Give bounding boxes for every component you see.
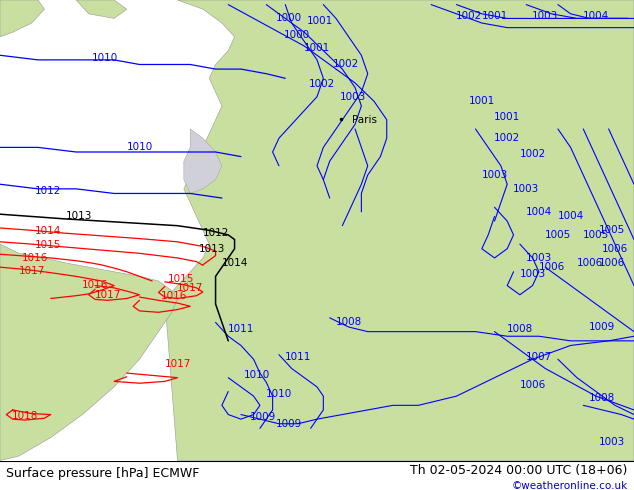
Text: 1002: 1002 — [494, 133, 521, 143]
Polygon shape — [76, 0, 127, 19]
Text: 1004: 1004 — [526, 207, 552, 217]
Polygon shape — [165, 0, 634, 461]
Text: 1006: 1006 — [598, 258, 625, 268]
Text: Th 02-05-2024 00:00 UTC (18+06): Th 02-05-2024 00:00 UTC (18+06) — [410, 465, 628, 477]
Text: 1003: 1003 — [526, 253, 552, 263]
Text: 1014: 1014 — [34, 226, 61, 236]
Text: 1003: 1003 — [519, 269, 546, 279]
Text: 1016: 1016 — [22, 253, 48, 263]
Text: 1002: 1002 — [519, 149, 546, 159]
Text: 1005: 1005 — [583, 230, 609, 240]
Text: 1010: 1010 — [243, 370, 270, 380]
Text: 1015: 1015 — [34, 240, 61, 250]
Text: 1001: 1001 — [469, 97, 495, 106]
Text: 1003: 1003 — [598, 437, 625, 447]
Text: 1006: 1006 — [602, 244, 628, 254]
Text: 1003: 1003 — [513, 184, 540, 194]
Text: 1007: 1007 — [526, 352, 552, 362]
Text: 1006: 1006 — [538, 262, 565, 272]
Polygon shape — [0, 0, 44, 37]
Text: 1010: 1010 — [91, 52, 118, 63]
Text: 1018: 1018 — [12, 411, 39, 421]
Text: 1003: 1003 — [339, 92, 366, 102]
Text: 1006: 1006 — [519, 380, 546, 390]
Text: 1001: 1001 — [304, 43, 330, 53]
Text: 1002: 1002 — [332, 59, 359, 69]
Text: 1009: 1009 — [589, 322, 616, 332]
Text: 1010: 1010 — [126, 143, 153, 152]
Polygon shape — [184, 129, 222, 194]
Text: 1003: 1003 — [481, 170, 508, 180]
Text: 1004: 1004 — [557, 212, 584, 221]
Text: 1013: 1013 — [66, 212, 93, 221]
Text: 1014: 1014 — [221, 258, 248, 268]
Text: 1009: 1009 — [250, 412, 276, 422]
Text: 1012: 1012 — [202, 227, 229, 238]
Text: Surface pressure [hPa] ECMWF: Surface pressure [hPa] ECMWF — [6, 467, 200, 480]
Text: 1016: 1016 — [161, 291, 188, 301]
Polygon shape — [0, 244, 178, 461]
Text: 1001: 1001 — [481, 11, 508, 21]
Text: 1001: 1001 — [307, 16, 333, 26]
Text: 1002: 1002 — [456, 11, 482, 21]
Text: 1008: 1008 — [507, 324, 533, 334]
Text: 1011: 1011 — [285, 352, 311, 362]
Text: 1011: 1011 — [228, 324, 254, 334]
Text: 1009: 1009 — [275, 419, 302, 429]
Text: 1000: 1000 — [275, 13, 302, 23]
Text: 1010: 1010 — [266, 389, 292, 399]
Text: 1003: 1003 — [532, 11, 559, 21]
Text: 1013: 1013 — [199, 244, 226, 254]
Text: 1017: 1017 — [177, 283, 204, 293]
Text: 1006: 1006 — [576, 258, 603, 268]
Text: 1015: 1015 — [167, 273, 194, 284]
Text: 1005: 1005 — [598, 225, 625, 235]
Text: Paris: Paris — [352, 115, 377, 125]
Text: 1012: 1012 — [34, 186, 61, 196]
Text: 1002: 1002 — [309, 79, 335, 89]
Text: 1001: 1001 — [494, 112, 521, 122]
Text: ©weatheronline.co.uk: ©weatheronline.co.uk — [512, 481, 628, 490]
Text: 1008: 1008 — [335, 318, 362, 327]
Text: 1017: 1017 — [18, 266, 45, 276]
Text: 1008: 1008 — [589, 393, 616, 403]
Text: 1017: 1017 — [164, 359, 191, 369]
Text: 1004: 1004 — [583, 11, 609, 21]
Text: 1005: 1005 — [545, 230, 571, 240]
Text: 1016: 1016 — [82, 280, 108, 290]
Text: 1000: 1000 — [283, 29, 310, 40]
Text: 1017: 1017 — [94, 290, 121, 300]
